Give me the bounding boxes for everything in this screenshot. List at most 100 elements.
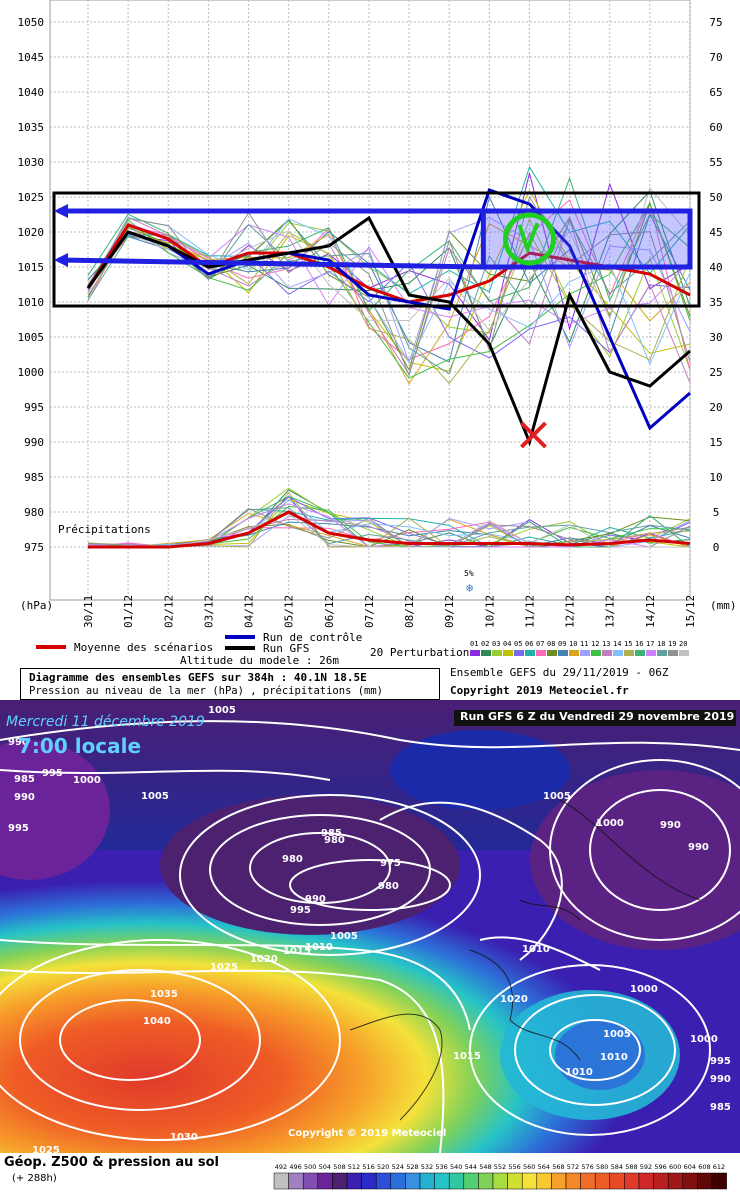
legend-mean-label: Moyenne des scénarios (74, 641, 213, 654)
x-tick-label: 13/12 (604, 595, 617, 628)
y-tick-left: 1025 (18, 191, 45, 204)
y-axis-left: 975 980 985 990 995 1000 1005 1010 1015 1020 1025 1… (18, 16, 45, 554)
scale-label: 512 (348, 1163, 360, 1171)
perturbation-id: 07 (536, 640, 544, 648)
scale-label: 584 (611, 1163, 623, 1171)
isobars (0, 720, 740, 1153)
perturbation-id: 19 (668, 640, 676, 648)
y-tick-left: 995 (24, 401, 44, 414)
scale-label: 548 (479, 1163, 491, 1171)
scale-swatch (419, 1172, 435, 1190)
y-axis-right: 0 5 10 15 20 25 30 35 40 45 50 55 60 65 70 75 (709, 16, 722, 554)
scale-swatch (273, 1172, 289, 1190)
isobar-label: 1000 (690, 1034, 718, 1045)
scale-swatch (667, 1172, 684, 1190)
scale-label: 608 (698, 1163, 710, 1171)
perturbation-id: 14 (613, 640, 621, 648)
isobar-label: 995 (710, 1056, 731, 1067)
isobar-label: 1005 (141, 791, 169, 802)
scale-label: 504 (319, 1163, 331, 1171)
cross-mark-b (520, 421, 547, 449)
isobar-label: 1015 (283, 946, 311, 957)
y-tick-right: 45 (709, 226, 722, 239)
perturbation-id: 10 (569, 640, 577, 648)
annotations (52, 191, 701, 449)
perturbation-line (87, 231, 691, 385)
isobar-label: 1015 (453, 1051, 481, 1062)
map-copyright: Copyright © 2019 Meteociel (288, 1128, 447, 1139)
x-tick-label: 12/12 (564, 595, 577, 628)
perturbation-id: 04 (503, 640, 511, 648)
scale-swatch (711, 1172, 727, 1190)
scale-label: 592 (640, 1163, 652, 1171)
perturbation-swatch (536, 650, 546, 656)
scale-swatch (638, 1172, 654, 1190)
isobar-label: 1005 (330, 931, 358, 942)
x-tick-label: 07/12 (363, 595, 376, 628)
perturbation-swatch (558, 650, 568, 656)
isobar-label: 990 (688, 842, 709, 853)
x-tick-label: 05/12 (283, 595, 296, 628)
mean-precip-line (88, 510, 691, 549)
y-tick-right: 60 (709, 121, 722, 134)
perturbation-id: 11 (580, 640, 588, 648)
arrow-lower (57, 257, 484, 270)
perturbation-swatch (580, 650, 590, 656)
scale-swatch (478, 1172, 494, 1190)
footer-subtitle: (+ 288h) (12, 1173, 57, 1184)
perturbation-id: 16 (635, 640, 643, 648)
scale-label: 604 (684, 1163, 696, 1171)
ensemble-chart: 975 980 985 990 995 1000 1005 1010 1015 1020 1025 1… (17, 0, 737, 700)
perturbation-swatch (591, 650, 601, 656)
snowflake-icon: ❄ (466, 581, 473, 595)
scale-swatch (536, 1172, 552, 1190)
perturbation-id: 18 (657, 640, 665, 648)
perturbation-swatch (679, 650, 689, 656)
perturbation-swatch (503, 650, 513, 656)
x-tick-label: 08/12 (403, 595, 416, 628)
scale-label: 612 (713, 1163, 725, 1171)
y-tick-left: 980 (24, 506, 44, 519)
y-tick-left: 985 (24, 471, 44, 484)
y-tick-left: 1010 (18, 296, 45, 309)
y-tick-right: 40 (709, 261, 722, 274)
x-axis: 30/11 01/12 02/12 03/12 04/12 05/12 06/12 07/12… (82, 595, 697, 628)
isobar-label: 1030 (170, 1132, 198, 1143)
isobar-label: 1010 (522, 944, 550, 955)
isobar-label: 1040 (143, 1016, 171, 1027)
y-tick-left: 1020 (18, 226, 45, 239)
isobar-label: 980 (378, 881, 399, 892)
perturbation-id: 03 (492, 640, 500, 648)
scale-swatch (594, 1172, 611, 1190)
scale-label: 552 (494, 1163, 506, 1171)
perturbation-swatch (602, 650, 612, 656)
y-tick-right: 10 (709, 471, 722, 484)
scale-label: 600 (669, 1163, 681, 1171)
perturbation-swatch (613, 650, 623, 656)
ensemble-chart-svg: 9759809859909951000100510101015102010251… (18, 0, 737, 667)
isobar-label: 995 (290, 905, 311, 916)
low-centre-atlantic (160, 795, 460, 935)
isobar-label: 1005 (603, 1029, 631, 1040)
x-tick-label: 14/12 (644, 595, 657, 628)
scale-label: 564 (538, 1163, 550, 1171)
mediterranean-low-core (555, 1020, 645, 1090)
scale-label: 524 (392, 1163, 404, 1171)
perturbation-line (87, 222, 691, 325)
check-circle (502, 212, 556, 266)
scale-swatch (375, 1172, 392, 1190)
scale-swatch (332, 1172, 348, 1190)
isobar-label: 1000 (630, 984, 658, 995)
scale-swatch (624, 1172, 640, 1190)
scale-label: 536 (435, 1163, 447, 1171)
scale-label: 528 (406, 1163, 418, 1171)
precip-lines (87, 487, 691, 549)
scale-swatch (521, 1172, 538, 1190)
isobar-label: 1005 (208, 705, 236, 716)
scale-swatch (697, 1172, 713, 1190)
perturbation-id: 01 (470, 640, 478, 648)
x-tick-label: 30/11 (82, 595, 95, 628)
legend-gfs-label: Run GFS (263, 642, 309, 655)
chart-subtitle: Pression au niveau de la mer (hPa) , pré… (29, 685, 384, 697)
scale-label: 568 (552, 1163, 564, 1171)
